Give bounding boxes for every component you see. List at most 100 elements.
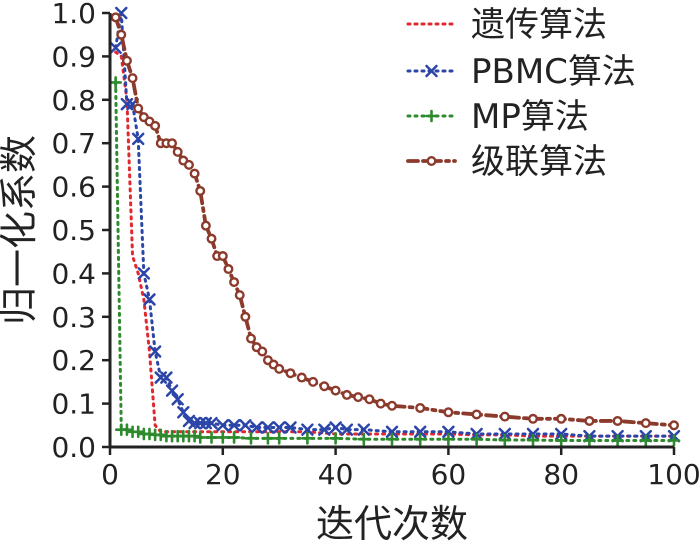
series-2-point-7 — [143, 293, 156, 306]
series-4-point-46 — [556, 413, 567, 424]
y-tick-label-8: 0.7 — [51, 127, 96, 160]
series-2-point-18-stroke-b — [205, 416, 218, 430]
series-2-point-1-stroke-b — [109, 41, 122, 54]
series-2-point-6 — [137, 267, 151, 280]
series-2-point-33 — [442, 425, 455, 439]
legend-label-4: 级联算法 — [471, 142, 607, 182]
series-3-point-9 — [154, 428, 168, 442]
x-tick-label-3: 40 — [318, 458, 354, 491]
y-tick-label-11: 1.0 — [51, 0, 96, 30]
series-2-point-22-stroke-b — [250, 421, 263, 434]
legend-item-3: MP算法 — [406, 97, 589, 137]
series-4-point-35 — [330, 385, 341, 396]
series-4-point-36 — [341, 389, 352, 400]
series-2-point-23-stroke-b — [261, 421, 275, 434]
y-tick-label-5: 0.4 — [51, 257, 96, 290]
series-2-point-20 — [227, 419, 241, 432]
series-4-point-45 — [528, 413, 539, 424]
legend-item-4: 级联算法 — [406, 142, 607, 182]
series-4-point-25 — [245, 333, 256, 344]
series-4-point-37 — [353, 392, 364, 403]
series-3-point-28 — [442, 432, 455, 446]
legend-marker-3 — [425, 109, 438, 123]
series-3-point-30 — [498, 433, 512, 447]
series-4-point-50 — [669, 420, 680, 431]
x-tick-label-2: 20 — [205, 458, 241, 491]
series-2-point-11-stroke-b — [165, 384, 179, 397]
series-2-point-8 — [148, 345, 162, 358]
series-markers-3 — [109, 76, 681, 447]
series-4-point-1 — [110, 12, 121, 23]
series-2 — [109, 6, 681, 443]
series-3-point-23 — [301, 432, 314, 445]
legend-marker-2 — [425, 64, 438, 78]
series-3-point-15 — [188, 429, 201, 443]
series-markers-4 — [110, 12, 680, 431]
series-4-point-22 — [229, 277, 240, 288]
series-2-point-27-stroke-b — [318, 423, 331, 436]
series-2-point-20-stroke-b — [227, 419, 241, 432]
series-4-point-11 — [167, 138, 178, 149]
series-4-point-17 — [200, 220, 211, 231]
series-4-point-3 — [121, 55, 132, 66]
series-3-point-16 — [193, 431, 207, 444]
series-2-point-30-stroke-b — [357, 423, 371, 436]
series-2-point-12 — [171, 393, 184, 406]
series-3-point-1 — [109, 76, 122, 89]
legend-label-2: PBMC算法 — [471, 52, 636, 92]
series-3-point-19 — [227, 431, 241, 444]
series-2-point-19-stroke-b — [216, 419, 230, 432]
series-2-point-13-stroke-b — [177, 406, 190, 419]
series-2-point-23 — [261, 421, 275, 434]
series-1 — [114, 50, 676, 438]
series-4-point-32 — [296, 372, 307, 383]
series-3-point-36 — [667, 434, 681, 447]
series-2-point-24 — [272, 421, 286, 434]
series-2-point-30 — [357, 423, 371, 436]
series-4-point-34 — [319, 381, 330, 392]
series-4-point-30 — [274, 363, 285, 374]
series-2-point-22 — [250, 421, 263, 434]
legend-label-3: MP算法 — [471, 97, 589, 137]
series-3-point-3 — [120, 423, 134, 436]
series-4-point-49 — [640, 418, 651, 429]
series-4-point-43 — [471, 409, 482, 420]
series-2-point-24-stroke-b — [272, 421, 286, 434]
series-2-point-12-stroke-b — [171, 393, 184, 406]
series-2-point-32 — [413, 425, 427, 439]
series-4-point-39 — [375, 398, 386, 409]
series-4-point-27 — [257, 346, 268, 357]
legend-item-2: PBMC算法 — [406, 52, 636, 92]
series-2-point-10-stroke-b — [160, 371, 173, 384]
x-tick-label-5: 80 — [543, 458, 579, 491]
series-3 — [109, 76, 681, 447]
series-4-point-23 — [234, 290, 245, 301]
series-2-point-7-stroke-b — [143, 293, 156, 306]
x-tick-label-4: 60 — [431, 458, 467, 491]
series-3-point-24 — [329, 432, 342, 445]
series-2-point-21 — [239, 419, 252, 432]
series-2-point-1 — [109, 41, 122, 54]
series-2-point-6-stroke-b — [137, 267, 151, 280]
series-3-point-32 — [554, 434, 568, 447]
x-tick-label-6: 100 — [647, 458, 700, 491]
series-2-point-31 — [385, 425, 399, 439]
series-4-point-41 — [415, 402, 426, 413]
series-3-point-31 — [526, 433, 540, 447]
series-4-point-48 — [612, 415, 623, 426]
x-tick-label-1: 0 — [101, 458, 119, 491]
series-2-point-33-stroke-b — [442, 425, 455, 439]
series-3-point-35 — [639, 434, 653, 447]
series-4-point-15 — [189, 168, 200, 179]
series-4-point-38 — [364, 394, 375, 405]
series-3-point-26 — [385, 432, 399, 446]
series-2-point-37 — [554, 427, 568, 441]
series-2-point-11 — [165, 384, 179, 397]
series-3-point-20 — [244, 432, 258, 445]
series-4-point-16 — [195, 185, 206, 196]
series-2-point-14-stroke-b — [182, 414, 196, 428]
series-4-point-21 — [223, 264, 234, 275]
series-4-point-2 — [116, 29, 127, 40]
series-2-point-29-stroke-b — [340, 423, 354, 436]
